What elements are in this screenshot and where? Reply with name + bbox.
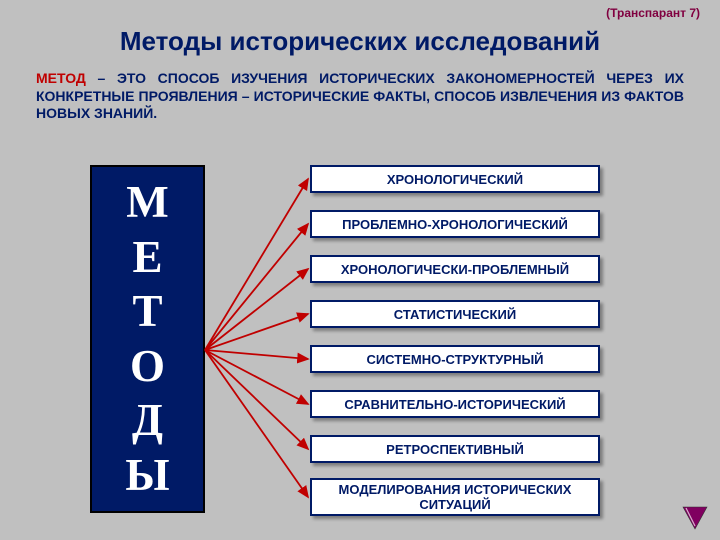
vertical-letter: О (130, 344, 165, 389)
vertical-letter: Е (132, 235, 162, 280)
method-box: ХРОНОЛОГИЧЕСКИ-ПРОБЛЕМНЫЙ (310, 255, 600, 283)
definition-body: – ЭТО СПОСОБ ИЗУЧЕНИЯ ИСТОРИЧЕСКИХ ЗАКОН… (36, 70, 684, 121)
nav-next-button[interactable] (680, 502, 710, 532)
method-box: РЕТРОСПЕКТИВНЫЙ (310, 435, 600, 463)
vertical-letter: М (126, 180, 168, 225)
method-box: СИСТЕМНО-СТРУКТУРНЫЙ (310, 345, 600, 373)
definition-lead: МЕТОД (36, 70, 86, 86)
vertical-letter: Т (132, 289, 162, 334)
header-note: (Транспарант 7) (606, 6, 700, 20)
method-box: СРАВНИТЕЛЬНО-ИСТОРИЧЕСКИЙ (310, 390, 600, 418)
definition-text: МЕТОД – ЭТО СПОСОБ ИЗУЧЕНИЯ ИСТОРИЧЕСКИХ… (36, 70, 684, 123)
method-box: ХРОНОЛОГИЧЕСКИЙ (310, 165, 600, 193)
method-box: СТАТИСТИЧЕСКИЙ (310, 300, 600, 328)
method-box: ПРОБЛЕМНО-ХРОНОЛОГИЧЕСКИЙ (310, 210, 600, 238)
page-title: Методы исторических исследований (0, 26, 720, 57)
vertical-label-box: М Е Т О Д Ы (90, 165, 205, 513)
method-box: МОДЕЛИРОВАНИЯ ИСТОРИЧЕСКИХ СИТУАЦИЙ (310, 478, 600, 516)
vertical-letter: Ы (125, 453, 169, 498)
vertical-letter: Д (132, 398, 163, 443)
